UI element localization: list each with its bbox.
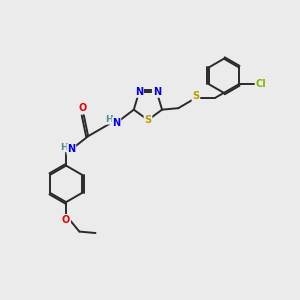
Text: N: N [67,144,75,154]
Text: H: H [105,115,112,124]
Text: H: H [60,142,68,152]
Text: N: N [153,87,161,97]
Text: N: N [135,87,143,97]
Text: O: O [62,215,70,225]
Text: S: S [192,92,200,101]
Text: Cl: Cl [255,79,266,89]
Text: N: N [112,118,121,128]
Text: O: O [78,103,86,113]
Text: S: S [144,115,152,125]
